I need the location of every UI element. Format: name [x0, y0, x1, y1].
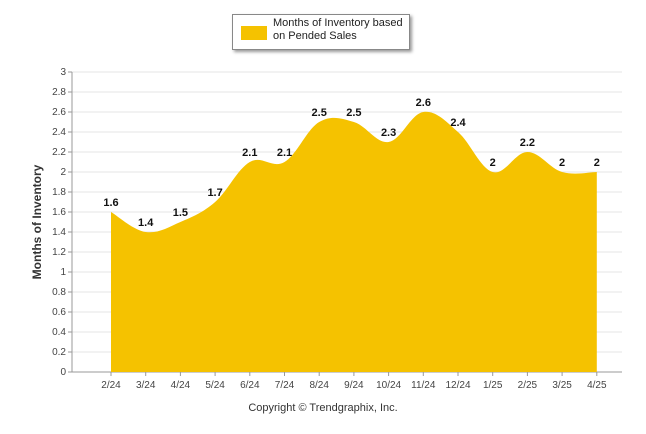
- y-axis-title: Months of Inventory: [30, 164, 44, 280]
- data-label: 2: [594, 157, 600, 169]
- x-tick-label: 9/24: [344, 380, 364, 391]
- data-label: 1.5: [173, 207, 188, 219]
- x-tick-label: 11/24: [411, 380, 436, 391]
- x-tick-label: 3/24: [136, 380, 156, 391]
- x-tick-label: 8/24: [309, 380, 329, 391]
- data-label: 1.7: [207, 187, 222, 199]
- y-tick-label: 0.6: [52, 307, 66, 318]
- copyright-text: Copyright © Trendgraphix, Inc.: [248, 402, 398, 414]
- x-tick-label: 7/24: [275, 380, 295, 391]
- data-label: 2.5: [312, 107, 327, 119]
- y-tick-label: 1: [60, 267, 66, 278]
- data-label: 2.4: [450, 117, 466, 129]
- y-tick-label: 2: [60, 167, 66, 178]
- y-tick-label: 2.6: [52, 107, 66, 118]
- y-axis: 0 0.2 0.4 0.6 0.8 1 1.2 1.4 1.6 1.8 2 2.2 2.4 2.6 2.8 3: [52, 67, 73, 378]
- x-tick-label: 1/25: [483, 380, 503, 391]
- y-tick-label: 2.2: [52, 147, 66, 158]
- y-tick-label: 2.4: [52, 127, 66, 138]
- data-label: 2.5: [346, 107, 361, 119]
- y-tick-label: 3: [60, 67, 66, 78]
- x-tick-label: 2/24: [101, 380, 121, 391]
- data-labels: 1.6 1.4 1.5 1.7 2.1 2.1 2.5 2.5 2.3 2.6 2.4 2 2.2 2 2: [103, 97, 600, 229]
- legend: Months of Inventory based on Pended Sale…: [232, 14, 410, 50]
- y-tick-label: 0: [60, 367, 66, 378]
- y-tick-label: 1.8: [52, 187, 66, 198]
- y-tick-label: 2.8: [52, 87, 66, 98]
- legend-swatch: [241, 26, 267, 40]
- data-label: 2.3: [381, 127, 396, 139]
- y-tick-label: 0.2: [52, 347, 66, 358]
- x-tick-label: 10/24: [376, 380, 401, 391]
- y-tick-label: 1.4: [52, 227, 66, 238]
- x-tick-label: 3/25: [552, 380, 572, 391]
- x-tick-label: 4/25: [587, 380, 607, 391]
- area-fill: [111, 111, 597, 373]
- data-label: 1.4: [138, 217, 154, 229]
- x-tick-label: 5/24: [205, 380, 225, 391]
- y-tick-label: 0.4: [52, 327, 66, 338]
- x-tick-label: 2/25: [518, 380, 538, 391]
- y-tick-label: 1.2: [52, 247, 66, 258]
- y-tick-label: 1.6: [52, 207, 66, 218]
- data-label: 2.1: [277, 147, 292, 159]
- data-label: 2.6: [416, 97, 431, 109]
- data-label: 2.1: [242, 147, 257, 159]
- data-label: 2: [490, 157, 496, 169]
- legend-label: Months of Inventory based on Pended Sale…: [273, 17, 403, 42]
- data-label: 2: [559, 157, 565, 169]
- data-label: 2.2: [520, 137, 535, 149]
- x-tick-label: 4/24: [171, 380, 191, 391]
- area-series: [111, 111, 597, 373]
- data-label: 1.6: [103, 197, 118, 209]
- y-tick-label: 0.8: [52, 287, 66, 298]
- x-tick-label: 6/24: [240, 380, 260, 391]
- x-axis: 2/24 3/24 4/24 5/24 6/24 7/24 8/24 9/24 10/24 11/…: [72, 371, 622, 391]
- x-tick-label: 12/24: [445, 380, 470, 391]
